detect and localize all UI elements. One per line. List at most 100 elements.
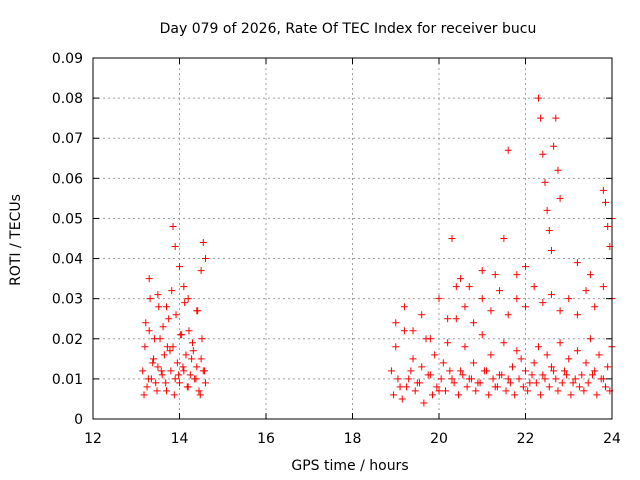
x-tick-label: 24 <box>603 431 621 447</box>
data-point <box>571 375 579 383</box>
data-point <box>506 379 514 387</box>
data-point <box>180 367 188 375</box>
data-point <box>470 319 478 327</box>
data-point <box>504 311 512 319</box>
data-point <box>597 375 605 383</box>
x-tick-label: 16 <box>257 431 275 447</box>
data-point <box>180 283 188 291</box>
data-point <box>448 375 456 383</box>
axis-ticks: 12 14 16 18 20 22 24 0 0.01 0.02 0.03 0.04 0.05 0.06 0… <box>52 51 621 447</box>
data-point <box>545 383 553 391</box>
data-point <box>589 371 597 379</box>
data-point <box>197 355 205 363</box>
data-point <box>146 295 154 303</box>
data-point <box>522 303 529 311</box>
data-point <box>599 283 607 291</box>
data-point <box>149 359 157 367</box>
data-point <box>199 239 207 247</box>
data-point <box>534 94 542 102</box>
data-point <box>392 319 400 327</box>
data-point <box>409 355 417 363</box>
data-point <box>201 367 209 375</box>
data-point <box>584 379 592 387</box>
data-point <box>485 391 493 399</box>
data-point <box>150 355 158 363</box>
data-point <box>578 371 586 379</box>
data-point <box>465 283 473 291</box>
data-point <box>556 339 564 347</box>
data-point <box>444 339 452 347</box>
data-point <box>467 375 475 383</box>
data-point <box>569 379 577 387</box>
data-point <box>171 243 179 251</box>
data-point <box>489 375 497 383</box>
data-point <box>550 142 558 150</box>
data-point <box>452 283 460 291</box>
data-point <box>554 387 562 395</box>
data-point <box>184 295 192 303</box>
data-point <box>435 387 443 395</box>
data-point <box>545 226 553 234</box>
x-tick-label: 18 <box>344 431 362 447</box>
data-point <box>534 343 542 351</box>
data-point <box>141 343 149 351</box>
data-point <box>556 307 564 315</box>
data-point <box>586 271 594 279</box>
data-point <box>537 114 545 122</box>
data-point <box>392 343 400 351</box>
data-point <box>172 311 180 319</box>
data-point <box>552 114 560 122</box>
x-tick-label: 20 <box>430 431 448 447</box>
data-point <box>159 323 167 331</box>
data-point <box>185 327 193 335</box>
data-point <box>547 291 555 299</box>
data-point <box>480 367 488 375</box>
data-point <box>450 379 458 387</box>
data-point <box>407 367 415 375</box>
data-point <box>192 375 200 383</box>
data-points <box>139 94 616 407</box>
data-point <box>431 351 439 359</box>
data-point <box>168 287 176 295</box>
data-point <box>189 347 197 355</box>
data-point <box>543 206 551 214</box>
data-point <box>522 367 529 375</box>
data-point <box>163 343 171 351</box>
data-point <box>543 351 551 359</box>
data-point <box>586 335 594 343</box>
data-point <box>154 363 162 371</box>
data-point <box>439 359 447 367</box>
data-point <box>196 391 204 399</box>
data-point <box>515 375 523 383</box>
data-point <box>573 347 581 355</box>
data-point <box>418 311 426 319</box>
data-point <box>157 367 165 375</box>
data-point <box>416 379 424 387</box>
data-point <box>496 287 504 295</box>
data-point <box>602 198 610 206</box>
data-point <box>173 359 181 367</box>
data-point <box>599 186 607 194</box>
data-point <box>457 275 465 283</box>
data-point <box>493 383 501 391</box>
data-point <box>547 247 555 255</box>
data-point <box>576 383 584 391</box>
data-point <box>539 371 547 379</box>
data-point <box>593 391 601 399</box>
data-point <box>591 367 599 375</box>
data-point <box>558 379 566 387</box>
data-point <box>448 235 456 242</box>
data-point <box>511 391 519 399</box>
y-tick-label: 0 <box>74 412 83 428</box>
data-point <box>145 275 153 283</box>
data-point <box>183 383 191 391</box>
data-point <box>491 271 499 279</box>
data-point <box>487 307 495 315</box>
y-tick-label: 0.02 <box>52 332 83 348</box>
data-point <box>582 359 590 367</box>
data-point <box>390 391 398 399</box>
x-tick-label: 14 <box>171 431 189 447</box>
data-point <box>524 387 532 395</box>
data-point <box>145 327 153 335</box>
data-point <box>153 387 161 395</box>
